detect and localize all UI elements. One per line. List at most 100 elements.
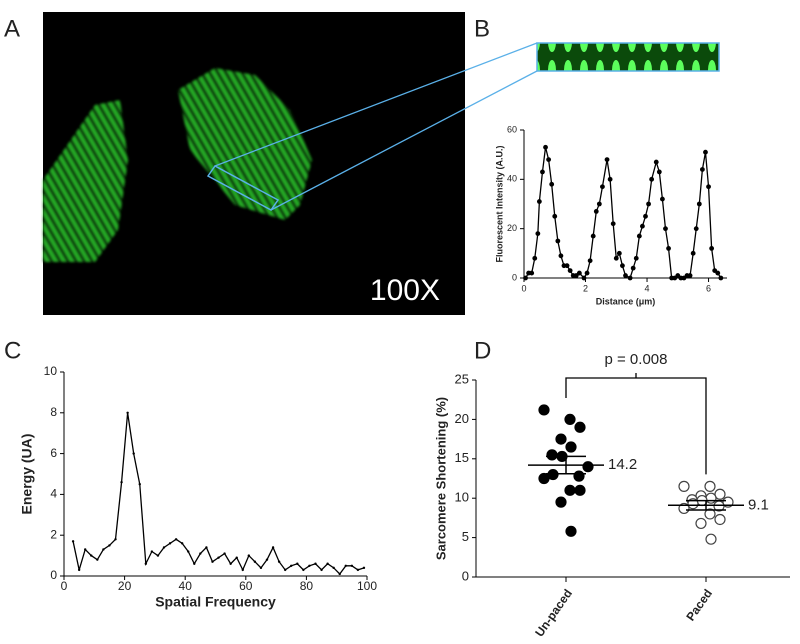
data-point — [704, 480, 716, 492]
data-point — [627, 275, 633, 281]
data-point — [564, 263, 570, 269]
x-tick-label: 0 — [521, 283, 526, 293]
data-point — [168, 542, 172, 545]
data-point — [547, 468, 559, 481]
data-point — [132, 452, 135, 455]
data-point — [640, 223, 645, 229]
inset-image — [536, 42, 720, 72]
data-point — [156, 554, 160, 557]
data-point — [584, 270, 590, 276]
data-point — [607, 176, 613, 182]
data-point — [693, 226, 699, 232]
y-tick-label: 10 — [44, 364, 58, 378]
data-point — [663, 226, 668, 232]
data-point — [582, 461, 594, 473]
y-tick-label: 0 — [462, 568, 469, 583]
data-point — [546, 449, 558, 461]
data-point — [709, 246, 715, 251]
y-tick-label: 10 — [455, 490, 469, 505]
data-point — [543, 144, 548, 150]
data-point — [223, 552, 226, 555]
data-point — [535, 231, 541, 237]
data-point — [646, 201, 651, 207]
panel-label: C — [4, 337, 21, 364]
data-point — [660, 196, 665, 202]
y-tick-label: 20 — [507, 223, 517, 233]
data-point — [84, 548, 87, 551]
micrograph: 100X — [43, 12, 538, 315]
data-point — [552, 213, 558, 219]
data-point — [344, 564, 347, 567]
x-axis-label: Distance (μm) — [596, 296, 656, 306]
data-point — [699, 167, 705, 172]
data-point — [265, 558, 269, 561]
data-point — [696, 201, 702, 207]
x-tick-label: 100 — [357, 579, 377, 593]
data-point — [283, 568, 287, 572]
y-tick-label: 4 — [50, 487, 57, 501]
data-point — [656, 169, 662, 175]
data-point — [715, 270, 721, 276]
data-point — [690, 250, 696, 256]
data-point — [114, 538, 117, 541]
y-tick-label: 5 — [462, 529, 469, 544]
data-line — [72, 412, 365, 575]
data-point — [356, 568, 360, 572]
y-axis-label: Fluorescent Intensity (A.U.) — [494, 145, 504, 262]
data-point — [564, 413, 576, 425]
data-point — [102, 548, 105, 551]
data-point — [610, 221, 616, 227]
mean-label: 14.2 — [608, 456, 637, 473]
data-point — [623, 273, 628, 278]
data-point — [229, 562, 232, 565]
significance-bracket — [565, 373, 707, 475]
y-axis-label: Sarcomere Shortening (%) — [433, 397, 448, 560]
panel-label: B — [474, 15, 490, 42]
data-point — [536, 199, 542, 204]
data-point — [308, 564, 311, 567]
data-point — [574, 484, 586, 496]
y-tick-label: 15 — [455, 450, 469, 465]
data-point — [235, 556, 238, 559]
data-point — [706, 184, 711, 190]
y-tick-label: 0 — [50, 568, 57, 582]
y-tick-label: 60 — [507, 124, 517, 134]
data-point — [555, 238, 561, 244]
data-point — [705, 492, 717, 504]
data-point — [320, 568, 323, 572]
data-point — [187, 550, 190, 553]
y-tick-label: 6 — [50, 446, 57, 460]
data-point — [138, 483, 141, 486]
data-point — [633, 255, 639, 261]
x-axis-label: Spatial Frequency — [155, 594, 276, 610]
data-point — [314, 562, 317, 565]
data-point — [529, 270, 535, 276]
data-point — [302, 568, 305, 572]
data-point — [590, 233, 596, 239]
data-point — [549, 181, 555, 187]
data-point — [587, 258, 593, 264]
data-point — [555, 496, 567, 508]
data-point — [558, 253, 564, 259]
data-point — [174, 538, 178, 541]
x-tick-label: 20 — [118, 579, 132, 593]
data-point — [604, 157, 610, 163]
data-point — [271, 546, 275, 549]
data-point — [277, 560, 281, 563]
data-point — [695, 517, 707, 530]
data-point — [253, 560, 257, 563]
data-point — [546, 157, 552, 163]
data-point — [593, 209, 599, 214]
data-point — [205, 546, 208, 549]
panel-label: A — [4, 15, 20, 42]
p-value: p = 0.008 — [605, 351, 668, 368]
data-point — [199, 552, 202, 555]
data-point — [77, 568, 81, 572]
x-tick-label: 40 — [179, 579, 193, 593]
data-point — [653, 159, 659, 165]
data-point — [162, 546, 166, 549]
data-point — [362, 566, 366, 570]
y-axis-label: Energy (UA) — [19, 434, 35, 515]
data-point — [532, 255, 538, 261]
